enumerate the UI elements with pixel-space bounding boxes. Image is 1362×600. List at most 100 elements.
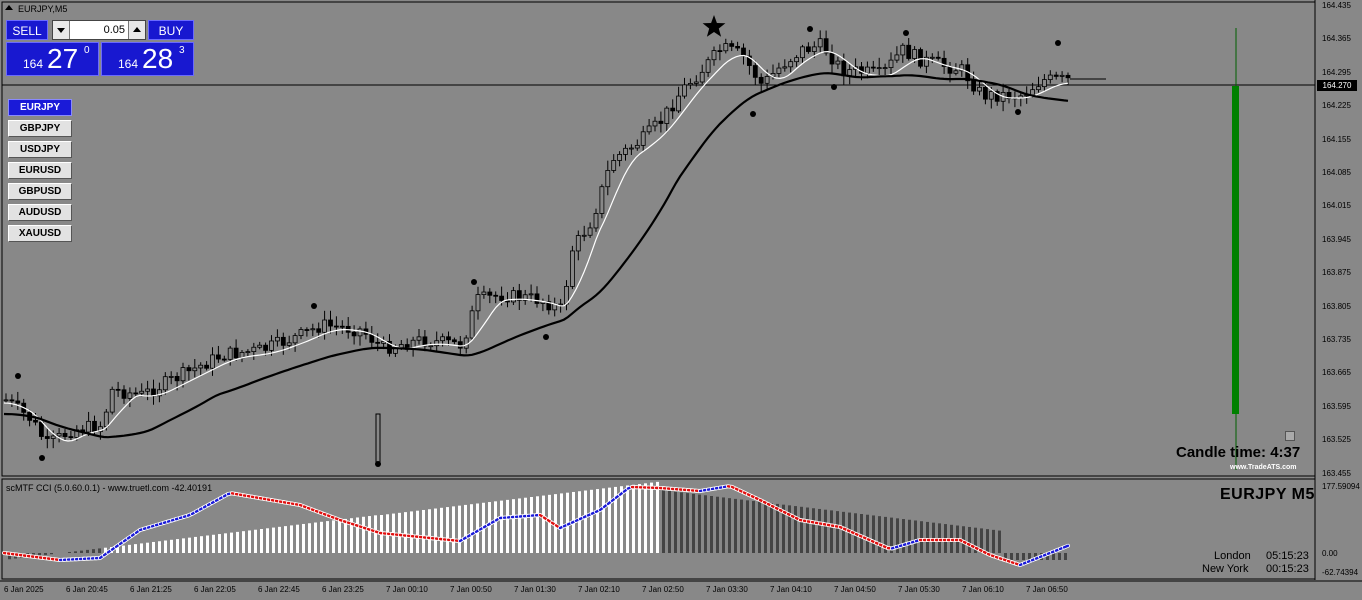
lot-decrease-button[interactable] — [53, 21, 70, 39]
collapse-arrow-icon[interactable] — [5, 5, 13, 10]
candle-body — [693, 81, 699, 84]
cci-histogram-bar — [668, 490, 671, 553]
candle-body — [717, 50, 723, 52]
cci-histogram-bar — [974, 527, 977, 553]
candle-body — [139, 390, 145, 394]
lot-size-value[interactable]: 0.05 — [103, 24, 125, 36]
cci-histogram-bar — [548, 494, 551, 553]
price-tick-label: 163.455 — [1322, 468, 1351, 478]
bid-prefix: 164 — [23, 57, 44, 71]
candle-body — [865, 66, 870, 74]
candle-body — [829, 52, 835, 65]
buy-button[interactable]: BUY — [148, 20, 194, 40]
candle-body — [971, 80, 976, 92]
symbol-button-eurjpy[interactable]: EURJPY — [8, 99, 72, 116]
candle-body — [339, 325, 345, 328]
candle-body — [983, 86, 988, 100]
candle-body — [959, 64, 965, 72]
candle-body — [475, 294, 481, 312]
candle-body — [1042, 79, 1047, 88]
cci-histogram-bar — [302, 523, 305, 553]
cci-histogram-bar — [236, 531, 239, 553]
symbol-button-xauusd[interactable]: XAUUSD — [8, 225, 72, 242]
time-tick-label: 7 Jan 00:50 — [450, 585, 492, 594]
cci-histogram-bar — [44, 553, 47, 555]
candle-body — [292, 335, 298, 344]
symbol-button-audusd[interactable]: AUDUSD — [8, 204, 72, 221]
cci-histogram-bar — [800, 506, 803, 553]
price-tick-label: 164.365 — [1322, 34, 1351, 44]
candle-body — [487, 291, 493, 296]
cci-histogram-bar — [158, 541, 161, 553]
candle-body — [652, 120, 658, 127]
candle-body — [658, 120, 664, 124]
session-city-newyork: New York — [1202, 563, 1249, 575]
candle-body — [782, 66, 788, 69]
price-tick-label: 164.295 — [1322, 67, 1351, 77]
timer-checkbox[interactable] — [1285, 431, 1295, 441]
cci-histogram-bar — [896, 518, 899, 553]
cci-histogram-bar — [890, 517, 893, 553]
indicator-axis-max: 177.59094 — [1322, 482, 1360, 491]
candle-body — [298, 329, 304, 337]
candle-body — [870, 66, 876, 69]
cci-histogram-bar — [434, 508, 437, 553]
fractal-dot-icon — [471, 279, 477, 285]
cci-histogram-bar — [806, 507, 809, 553]
cci-histogram-bar — [140, 543, 143, 553]
lot-size-field[interactable]: 0.05 — [52, 20, 146, 40]
candle-body — [758, 76, 764, 84]
candle-body — [735, 46, 740, 49]
candle-body — [835, 60, 841, 65]
candle-body — [499, 295, 505, 301]
cci-histogram-bar — [632, 484, 635, 553]
candle-body — [634, 144, 640, 149]
cci-histogram-bar — [398, 512, 401, 553]
price-tick-label: 164.085 — [1322, 168, 1351, 177]
candle-body — [776, 67, 782, 74]
symbol-button-gbpusd[interactable]: GBPUSD — [8, 183, 72, 200]
time-tick-label: 7 Jan 06:50 — [1026, 585, 1068, 594]
ask-price-button[interactable]: 164 28 3 — [101, 42, 194, 76]
candle-body — [15, 400, 21, 404]
price-tick-label: 163.525 — [1322, 435, 1351, 445]
candle-body — [381, 341, 387, 344]
cci-histogram-bar — [794, 506, 797, 553]
candle-body — [162, 376, 168, 391]
cci-histogram-bar — [284, 526, 287, 553]
symbol-button-eurusd[interactable]: EURUSD — [8, 162, 72, 179]
session-time-newyork: 00:15:23 — [1266, 563, 1309, 575]
cci-histogram-bar — [710, 496, 713, 553]
cci-histogram-bar — [518, 498, 521, 553]
candle-body — [145, 388, 151, 392]
lot-increase-button[interactable] — [128, 21, 145, 39]
cci-histogram-bar — [980, 528, 983, 553]
candle-body — [446, 336, 451, 341]
price-tick-label: 164.435 — [1322, 1, 1351, 10]
candle-body — [457, 341, 463, 349]
candle-body — [711, 50, 717, 61]
sell-button[interactable]: SELL — [6, 20, 48, 40]
candle-body — [1059, 74, 1065, 77]
candle-body — [729, 43, 735, 47]
cci-histogram-bar — [38, 553, 41, 556]
cci-histogram-bar — [428, 509, 431, 553]
candle-body — [800, 46, 805, 59]
cci-histogram-bar — [818, 508, 821, 553]
cci-histogram-bar — [698, 494, 701, 553]
candle-body — [688, 83, 693, 86]
symbol-button-gbpjpy[interactable]: GBPJPY — [8, 120, 72, 137]
symbol-button-usdjpy[interactable]: USDJPY — [8, 141, 72, 158]
candle-body — [534, 293, 540, 304]
cci-histogram-bar — [200, 536, 203, 553]
bid-price-button[interactable]: 164 27 0 — [6, 42, 99, 76]
ask-pip-digit: 3 — [179, 45, 185, 56]
candle-body — [581, 234, 587, 237]
cci-histogram-bar — [686, 493, 689, 553]
price-tick-label: 164.225 — [1322, 101, 1351, 111]
cci-histogram-bar — [344, 518, 347, 553]
candle-body — [516, 290, 522, 301]
candle-body — [33, 419, 38, 423]
